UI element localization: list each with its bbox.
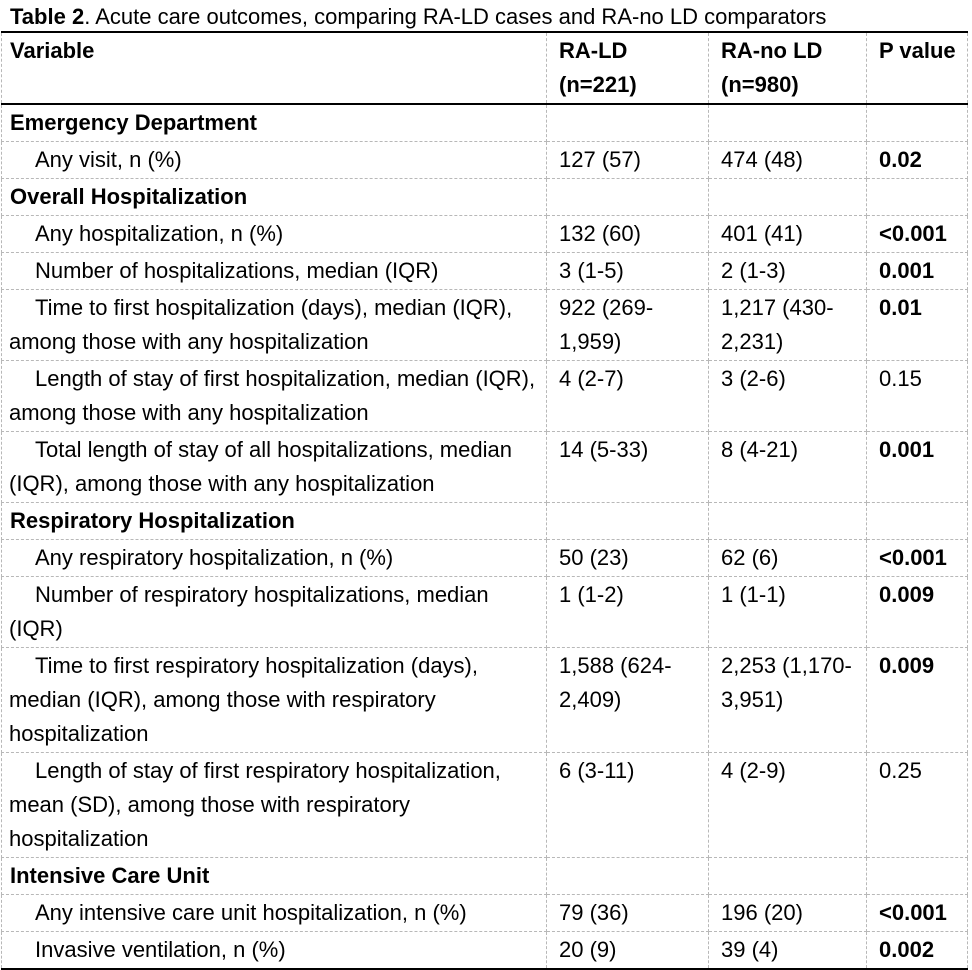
p-value-cell: 0.15 xyxy=(866,360,968,432)
data-row: Any hospitalization, n (%) 132 (60) 401 (4… xyxy=(1,215,968,253)
section-header-cell: Overall Hospitalization xyxy=(1,178,547,216)
p-value-cell: 0.001 xyxy=(866,252,968,290)
outcomes-table: Variable RA-LD (n=221) RA-no LD (n=980) … xyxy=(1,31,968,970)
ra-no-ld-cell: 401 (41) xyxy=(708,215,867,253)
p-value-cell: <0.001 xyxy=(866,215,968,253)
p-value-cell xyxy=(866,502,968,540)
data-row: Any respiratory hospitalization, n (%) 50… xyxy=(1,539,968,577)
p-value-cell: 0.002 xyxy=(866,931,968,970)
p-value-cell: 0.001 xyxy=(866,431,968,503)
ra-no-ld-cell: 39 (4) xyxy=(708,931,867,970)
ra-ld-cell xyxy=(546,178,709,216)
p-value-cell xyxy=(866,103,968,142)
variable-cell: Number of hospitalizations, median (IQR) xyxy=(1,252,547,290)
ra-no-ld-cell: 1 (1-1) xyxy=(708,576,867,648)
ra-ld-cell xyxy=(546,502,709,540)
ra-no-ld-cell: 8 (4-21) xyxy=(708,431,867,503)
ra-ld-cell: 4 (2-7) xyxy=(546,360,709,432)
ra-ld-cell: 6 (3-11) xyxy=(546,752,709,858)
ra-ld-cell: 1 (1-2) xyxy=(546,576,709,648)
variable-cell: Length of stay of first hospitalization,… xyxy=(1,360,547,432)
table-caption-text: . Acute care outcomes, comparing RA-LD c… xyxy=(84,4,827,29)
ra-no-ld-cell xyxy=(708,103,867,142)
ra-ld-cell: 14 (5-33) xyxy=(546,431,709,503)
table-number: Table 2 xyxy=(10,4,85,29)
p-value-cell xyxy=(866,857,968,895)
p-value-cell: <0.001 xyxy=(866,539,968,577)
variable-cell: Invasive ventilation, n (%) xyxy=(1,931,547,970)
variable-cell: Total length of stay of all hospitalizat… xyxy=(1,431,547,503)
section-row: Emergency Department xyxy=(1,103,968,142)
ra-ld-cell: 50 (23) xyxy=(546,539,709,577)
variable-cell: Time to first respiratory hospitalizatio… xyxy=(1,647,547,753)
section-header-cell: Respiratory Hospitalization xyxy=(1,502,547,540)
header-row: Variable RA-LD (n=221) RA-no LD (n=980) … xyxy=(1,31,968,105)
variable-cell: Any respiratory hospitalization, n (%) xyxy=(1,539,547,577)
ra-ld-cell: 20 (9) xyxy=(546,931,709,970)
data-row: Any intensive care unit hospitalization,… xyxy=(1,894,968,932)
ra-ld-cell: 127 (57) xyxy=(546,141,709,179)
ra-ld-cell: 132 (60) xyxy=(546,215,709,253)
data-row: Time to first respiratory hospitalizatio… xyxy=(1,647,968,753)
data-row: Length of stay of first respiratory hosp… xyxy=(1,752,968,858)
variable-cell: Length of stay of first respiratory hosp… xyxy=(1,752,547,858)
ra-no-ld-cell: 2 (1-3) xyxy=(708,252,867,290)
p-value-cell: <0.001 xyxy=(866,894,968,932)
section-header-cell: Emergency Department xyxy=(1,103,547,142)
data-row: Time to first hospitalization (days), me… xyxy=(1,289,968,361)
column-header-ra-no-ld: RA-no LD (n=980) xyxy=(708,31,867,105)
data-row: Total length of stay of all hospitalizat… xyxy=(1,431,968,503)
ra-ld-cell: 3 (1-5) xyxy=(546,252,709,290)
column-header-p-value: P value xyxy=(866,31,968,105)
ra-ld-cell xyxy=(546,103,709,142)
ra-no-ld-cell: 196 (20) xyxy=(708,894,867,932)
data-row: Length of stay of first hospitalization,… xyxy=(1,360,968,432)
ra-no-ld-cell xyxy=(708,857,867,895)
section-row: Intensive Care Unit xyxy=(1,857,968,895)
p-value-cell xyxy=(866,178,968,216)
variable-cell: Any hospitalization, n (%) xyxy=(1,215,547,253)
p-value-cell: 0.02 xyxy=(866,141,968,179)
variable-cell: Any intensive care unit hospitalization,… xyxy=(1,894,547,932)
section-row: Respiratory Hospitalization xyxy=(1,502,968,540)
p-value-cell: 0.25 xyxy=(866,752,968,858)
data-row: Any visit, n (%) 127 (57) 474 (48) 0.02 xyxy=(1,141,968,179)
ra-ld-cell xyxy=(546,857,709,895)
ra-no-ld-cell: 2,253 (1,170-3,951) xyxy=(708,647,867,753)
ra-no-ld-cell: 4 (2-9) xyxy=(708,752,867,858)
variable-cell: Any visit, n (%) xyxy=(1,141,547,179)
p-value-cell: 0.009 xyxy=(866,647,968,753)
ra-no-ld-cell: 62 (6) xyxy=(708,539,867,577)
variable-cell: Time to first hospitalization (days), me… xyxy=(1,289,547,361)
ra-no-ld-cell xyxy=(708,178,867,216)
ra-ld-cell: 922 (269-1,959) xyxy=(546,289,709,361)
data-row: Invasive ventilation, n (%) 20 (9) 39 (4) 0… xyxy=(1,931,968,970)
ra-ld-cell: 79 (36) xyxy=(546,894,709,932)
ra-ld-cell: 1,588 (624-2,409) xyxy=(546,647,709,753)
ra-no-ld-cell: 3 (2-6) xyxy=(708,360,867,432)
ra-no-ld-cell xyxy=(708,502,867,540)
ra-no-ld-cell: 474 (48) xyxy=(708,141,867,179)
ra-no-ld-cell: 1,217 (430-2,231) xyxy=(708,289,867,361)
data-row: Number of hospitalizations, median (IQR)… xyxy=(1,252,968,290)
section-header-cell: Intensive Care Unit xyxy=(1,857,547,895)
section-row: Overall Hospitalization xyxy=(1,178,968,216)
column-header-variable: Variable xyxy=(1,31,547,105)
table-body: Emergency Department Any visit, n (%) 127 … xyxy=(1,103,968,970)
data-row: Number of respiratory hospitalizations, … xyxy=(1,576,968,648)
column-header-ra-ld: RA-LD (n=221) xyxy=(546,31,709,105)
p-value-cell: 0.009 xyxy=(866,576,968,648)
variable-cell: Number of respiratory hospitalizations, … xyxy=(1,576,547,648)
table-caption: Table 2. Acute care outcomes, comparing … xyxy=(0,0,972,31)
p-value-cell: 0.01 xyxy=(866,289,968,361)
